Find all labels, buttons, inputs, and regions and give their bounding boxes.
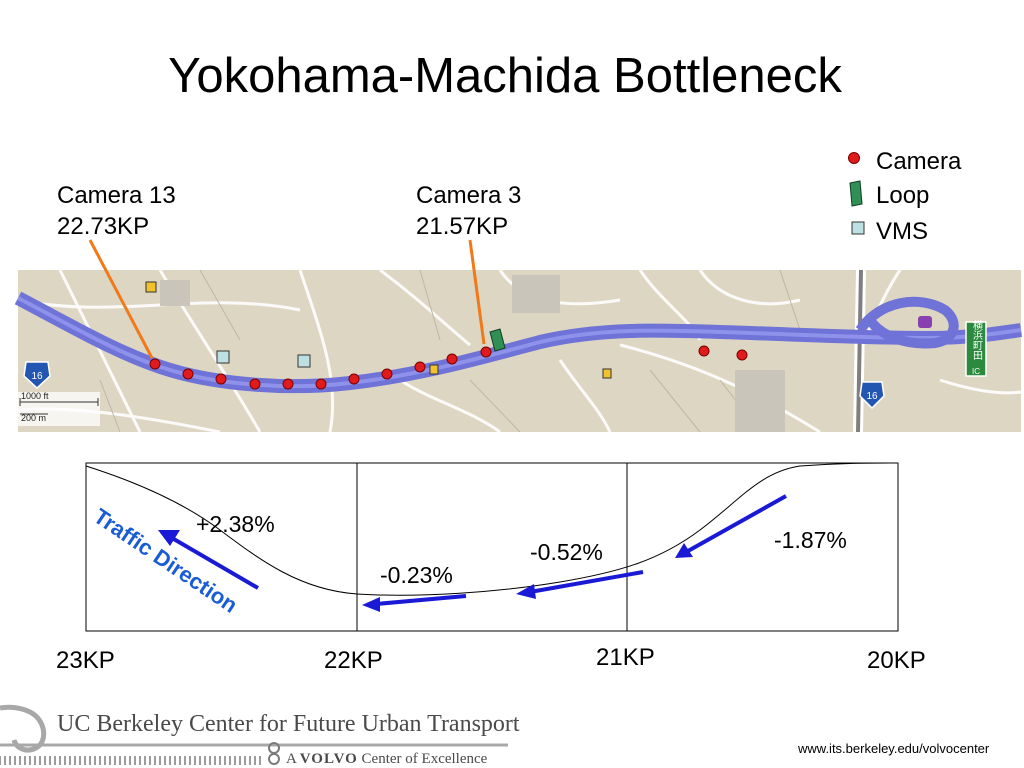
logo-line2: A VOLVO Center of Excellence [286,751,487,768]
logo-ticks [0,756,261,765]
interchange-marker [918,316,932,328]
vms-marker [216,350,230,364]
svg-text:16: 16 [866,391,878,402]
grade-label: -1.87% [774,527,847,553]
arrowhead [516,584,536,599]
arrow-grade-4 [687,494,787,553]
scale-m: 200 m [21,413,46,423]
poi-icon [429,364,439,375]
camera-marker [182,368,194,380]
kp-label: 21KP [596,644,655,671]
legend-loop-icon [849,180,863,207]
svg-text:16: 16 [31,371,43,382]
elevation-curve [85,462,899,596]
scale-ft: 1000 ft [21,391,49,401]
kp-label: 20KP [867,647,926,674]
camera-marker [736,349,748,361]
camera3-kp: 21.57KP [416,213,509,240]
camera-marker [215,373,227,385]
logo-line2-pre: A [286,751,297,767]
camera-marker [282,378,294,390]
arrowhead [675,543,693,558]
page-title: Yokohama-Machida Bottleneck [168,49,842,103]
logo-brand: VOLVO [299,751,358,767]
camera-marker [446,353,458,365]
profile-frame [85,462,899,632]
footer-url[interactable]: www.its.berkeley.edu/volvocenter [798,741,990,756]
map-scale-bar: 1000 ft 200 m [18,391,100,426]
map-building [735,370,785,432]
camera-marker [348,373,360,385]
legend-vms-icon [851,221,865,235]
grade-label: -0.52% [530,539,603,565]
camera3-callout: Camera 3 21.57KP [416,180,521,242]
camera-marker [315,378,327,390]
grade-label: -0.23% [380,562,453,588]
arrow-grade-1 [170,536,260,590]
logo-knot-icon [268,742,280,765]
camera3-name: Camera 3 [416,182,522,209]
logo-line2-post: Center of Excellence [361,751,488,767]
vms-marker [297,354,311,368]
map-building [512,275,560,313]
camera-marker [249,378,261,390]
arrowhead [158,530,180,546]
map: 横浜町田 IC 16 16 1000 ft 200 m [14,268,1022,434]
arrow-grade-2 [375,594,467,606]
route-shield-right: 16 [859,381,885,410]
kp-label: 22KP [324,647,383,674]
camera-marker [414,361,426,373]
logo-line1: UC Berkeley Center for Future Urban Tran… [57,711,520,737]
interchange-ramp [855,296,959,349]
camera3-callout-line [468,239,486,345]
camera-marker [149,358,161,370]
camera-marker [381,368,393,380]
camera-markers [149,345,748,390]
camera13-kp: 22.73KP [57,213,150,240]
poi-icon [602,368,612,379]
ic-sign [965,321,987,377]
camera13-callout: Camera 13 22.73KP [57,180,176,242]
legend-loop-label: Loop [876,182,930,209]
map-building [160,280,190,306]
legend-vms-label: VMS [876,218,929,245]
grade-label: +2.38% [196,511,275,537]
camera-marker [480,346,492,358]
kp-label: 23KP [56,647,115,674]
arrow-grade-3 [529,570,644,594]
camera13-name: Camera 13 [57,182,176,209]
arrowhead [362,597,380,612]
loop-detector-marker [489,328,506,352]
legend-camera-icon [848,152,860,164]
poi-icon [145,281,157,293]
legend-camera-label: Camera [876,148,962,175]
ic-sign-label: 横浜町田 [971,319,983,360]
route-shield-left: 16 [23,361,51,390]
camera-marker [698,345,710,357]
camera13-callout-line [88,239,154,359]
traffic-arrows [158,494,787,612]
ic-sign-sub: IC [972,367,980,376]
logo-swoosh [0,704,47,753]
